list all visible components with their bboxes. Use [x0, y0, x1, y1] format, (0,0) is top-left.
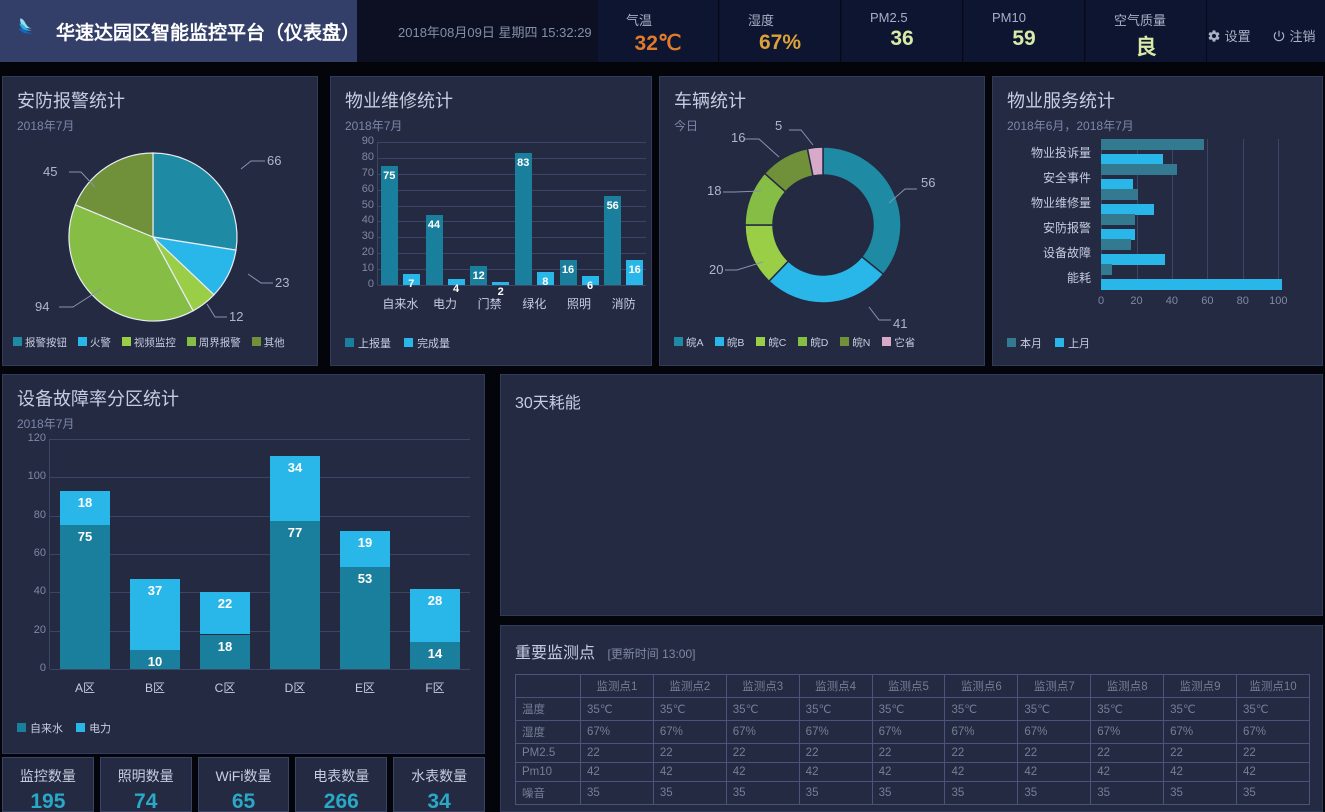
svg-text:5: 5: [775, 118, 782, 133]
svg-text:56: 56: [921, 175, 935, 190]
svg-text:94: 94: [35, 299, 49, 314]
svg-text:20: 20: [709, 262, 723, 277]
svg-text:45: 45: [43, 164, 57, 179]
svg-text:23: 23: [275, 275, 289, 290]
svg-text:16: 16: [731, 130, 745, 145]
svg-text:41: 41: [893, 316, 907, 331]
svg-text:12: 12: [229, 309, 243, 324]
svg-text:66: 66: [267, 153, 281, 168]
svg-text:18: 18: [707, 183, 721, 198]
